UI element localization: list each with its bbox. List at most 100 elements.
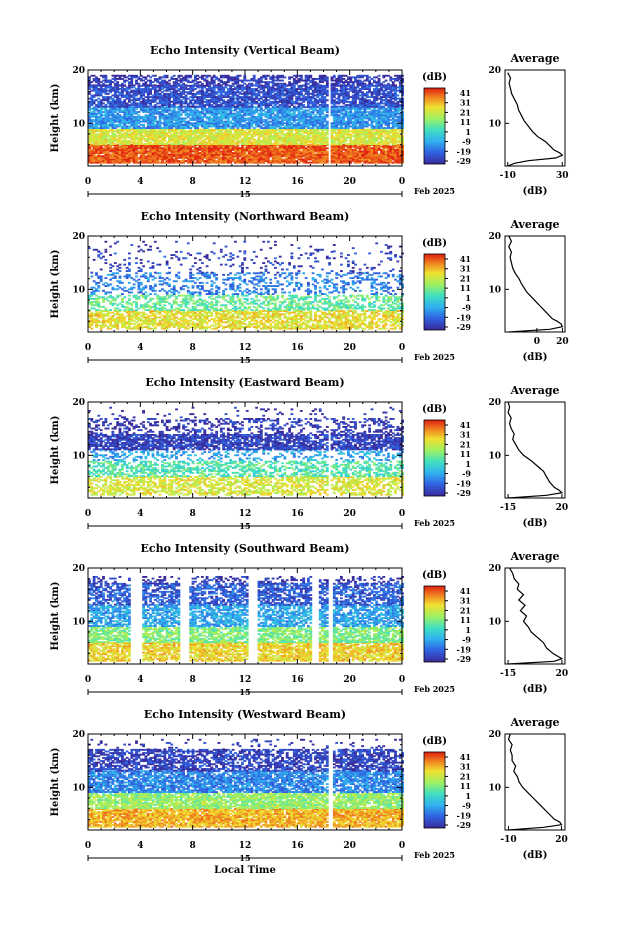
heatmap-cell xyxy=(149,135,152,137)
heatmap-cell xyxy=(226,128,230,131)
heatmap-cell xyxy=(151,125,155,128)
heatmap-cell xyxy=(307,130,310,133)
heatmap-cell xyxy=(285,152,289,154)
heatmap-cell xyxy=(203,155,207,158)
heatmap-cell xyxy=(299,144,303,146)
heatmap-cell xyxy=(344,158,348,161)
heatmap-cell xyxy=(175,156,178,159)
heatmap-cell xyxy=(351,131,355,134)
heatmap-cell xyxy=(245,144,249,146)
heatmap-cell xyxy=(189,153,193,156)
heatmap-cell xyxy=(111,131,115,134)
heatmap-cell xyxy=(271,131,275,134)
heatmap-cell xyxy=(387,135,390,137)
heatmap-cell xyxy=(389,150,393,153)
heatmap-cell xyxy=(151,130,155,133)
heatmap-cell xyxy=(382,158,386,161)
heatmap-cell xyxy=(158,141,162,144)
heatmap-cell xyxy=(269,148,273,151)
heatmap-cell xyxy=(370,131,374,134)
heatmap-cell xyxy=(217,135,221,137)
heatmap-cell xyxy=(349,139,353,142)
heatmap-cell xyxy=(342,130,346,133)
heatmap-cell xyxy=(276,100,280,103)
heatmap-cell xyxy=(283,135,287,137)
heatmap-cell xyxy=(226,131,230,134)
heatmap-cell xyxy=(163,143,167,145)
heatmap-cell xyxy=(212,139,216,142)
heatmap-cell xyxy=(118,153,122,156)
heatmap-cell xyxy=(92,150,96,153)
heatmap-cell xyxy=(340,161,343,164)
heatmap-cell xyxy=(316,145,320,148)
heatmap-cell xyxy=(384,160,388,162)
heatmap-cell xyxy=(297,120,301,123)
heatmap-cell xyxy=(243,120,247,123)
heatmap-cell xyxy=(231,128,235,131)
heatmap-cell xyxy=(153,104,157,106)
heatmap-cell xyxy=(302,161,306,164)
heatmap-cell xyxy=(229,120,233,123)
heatmap-cell xyxy=(236,131,240,134)
heatmap-cell xyxy=(205,128,209,131)
heatmap-cell xyxy=(139,144,143,146)
heatmap-cell xyxy=(97,156,101,159)
heatmap-cell xyxy=(401,148,404,151)
heatmap-cell xyxy=(396,123,400,126)
heatmap-cell xyxy=(377,160,381,162)
heatmap-cell xyxy=(264,156,268,159)
heatmap-cell xyxy=(99,136,103,139)
heatmap-cell xyxy=(370,125,374,128)
heatmap-cell xyxy=(340,139,343,142)
heatmap-cell xyxy=(351,143,355,145)
heatmap-cell xyxy=(370,143,374,145)
heatmap-cell xyxy=(196,156,200,159)
heatmap-cell xyxy=(210,156,214,159)
heatmap-cell xyxy=(243,135,247,137)
heatmap-cell xyxy=(198,131,202,134)
heatmap-cell xyxy=(186,144,190,146)
heatmap-cell xyxy=(248,156,251,159)
heatmap-cell xyxy=(212,161,216,164)
heatmap-cell xyxy=(97,145,101,148)
heatmap-cell xyxy=(394,153,397,156)
heatmap-cell xyxy=(337,122,341,125)
heatmap-cell xyxy=(170,135,174,137)
heatmap-cell xyxy=(354,153,357,156)
heatmap-cell xyxy=(118,155,122,158)
heatmap-cell xyxy=(391,143,395,145)
heatmap-cell xyxy=(349,147,353,150)
heatmap-cell xyxy=(172,138,176,141)
heatmap-cell xyxy=(332,161,336,164)
heatmap-cell xyxy=(274,127,277,129)
heatmap-cell xyxy=(168,122,171,125)
heatmap-cell xyxy=(398,136,402,139)
heatmap-cell xyxy=(274,145,277,148)
heatmap-cell xyxy=(208,161,211,164)
heatmap-cell xyxy=(198,161,202,164)
heatmap-cell xyxy=(135,145,138,148)
heatmap-cell xyxy=(88,148,91,151)
heatmap-cell xyxy=(146,125,150,128)
heatmap-cell xyxy=(285,120,289,123)
heatmap-cell xyxy=(288,122,291,125)
heatmap-cell xyxy=(99,125,103,128)
heatmap-cell xyxy=(99,123,103,126)
heatmap-cell xyxy=(389,131,393,134)
heatmap-cell xyxy=(259,125,263,128)
heatmap-cell xyxy=(90,128,94,131)
heatmap-cell xyxy=(236,147,240,150)
heatmap-cell xyxy=(292,138,296,141)
heatmap-cell xyxy=(205,161,209,164)
heatmap-cell xyxy=(250,145,254,148)
heatmap-cell xyxy=(365,147,369,150)
heatmap-cell xyxy=(238,155,242,158)
heatmap-cell xyxy=(302,148,306,151)
heatmap-cell xyxy=(255,144,258,146)
heatmap-cell xyxy=(118,152,122,154)
heatmap-cell xyxy=(130,133,134,136)
heatmap-cell xyxy=(135,115,138,118)
heatmap-cell xyxy=(391,135,395,137)
heatmap-cell xyxy=(252,153,256,156)
heatmap-cell xyxy=(238,122,242,125)
